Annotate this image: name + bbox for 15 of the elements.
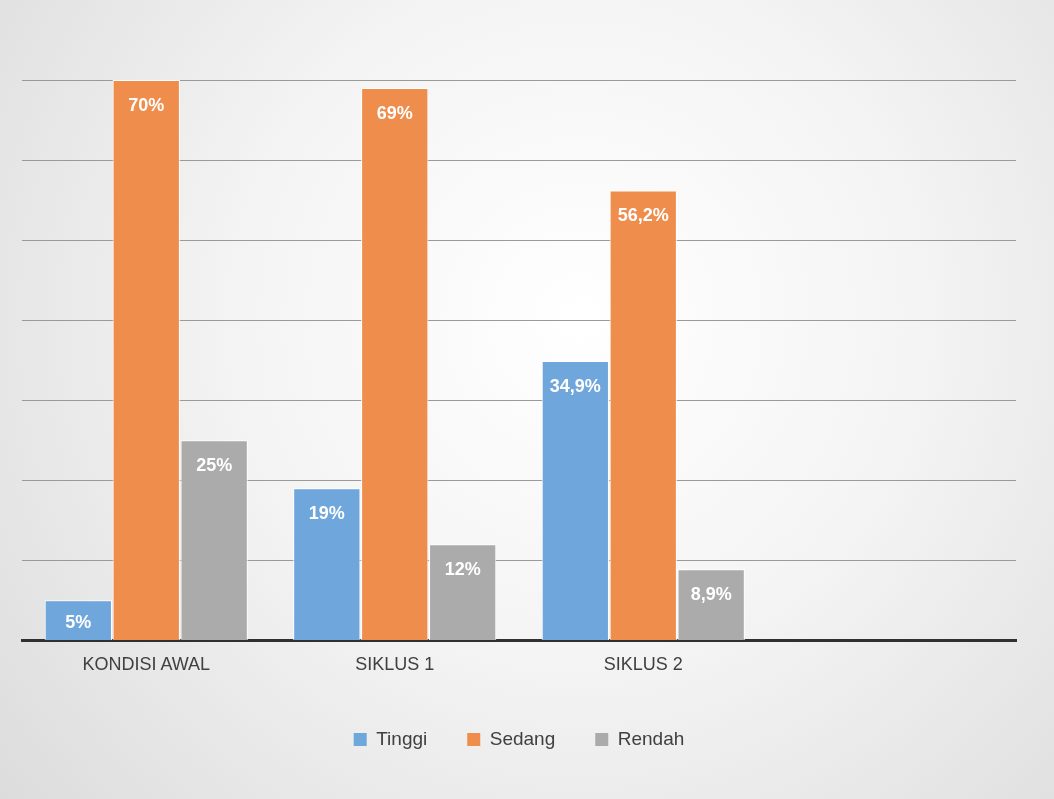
legend-label: Sedang [489,727,556,749]
x-tick-label: KONDISI AWAL [82,654,211,675]
data-label: 25% [196,455,233,476]
data-label: 69% [376,102,413,123]
x-tick-label: SIKLUS 2 [603,654,683,675]
data-label: 34,9% [549,375,601,396]
legend-label: Rendah [617,727,685,749]
data-label: 70% [128,94,165,115]
data-label: 56,2% [617,205,669,226]
data-label: 5% [65,612,92,633]
legend-label: Tinggi [376,727,428,749]
data-label: 19% [308,503,345,524]
data-label: 12% [444,559,481,580]
x-tick-label: SIKLUS 1 [355,654,435,675]
data-label: 8,9% [690,584,732,605]
